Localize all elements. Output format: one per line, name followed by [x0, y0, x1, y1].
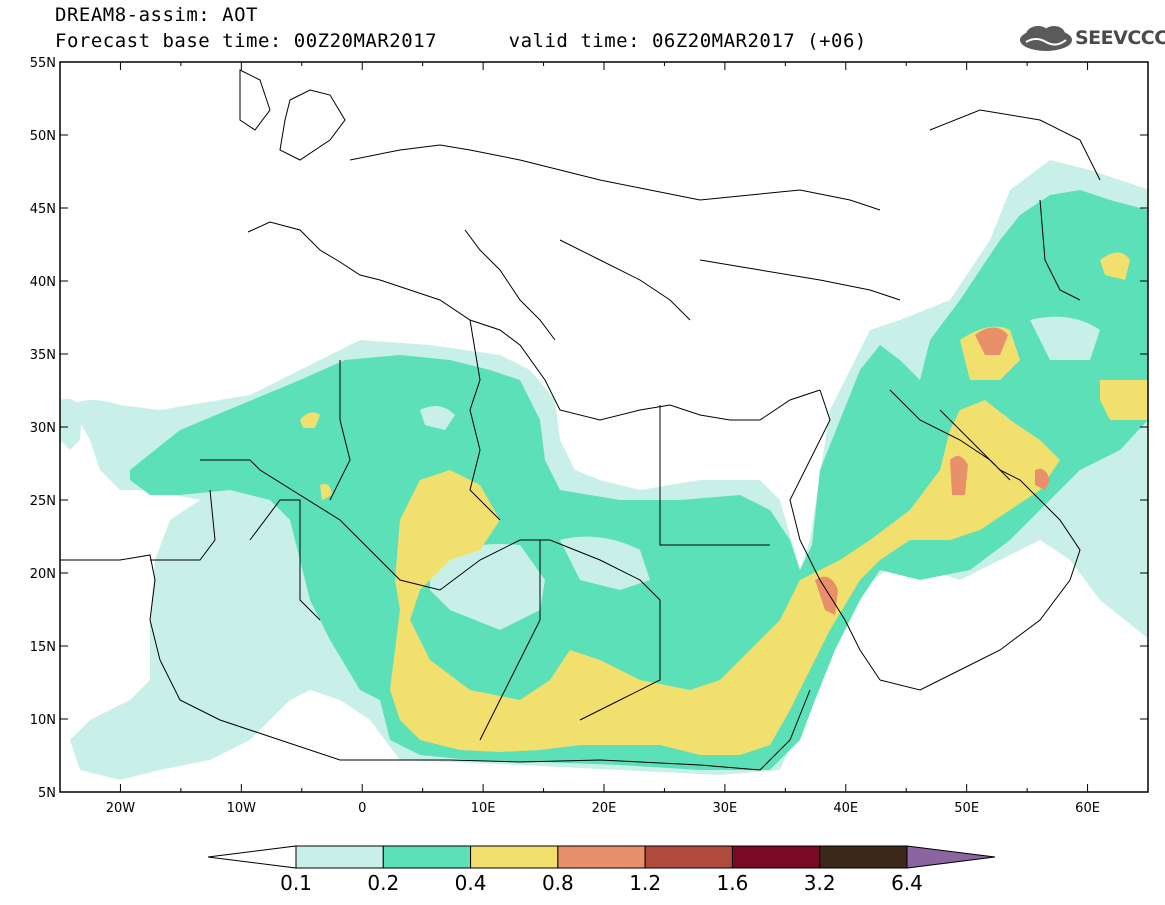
lon-tick-label: 60E — [1075, 801, 1100, 816]
lat-tick-label: 40N — [30, 275, 56, 290]
lat-tick-label: 5N — [38, 786, 56, 801]
lat-tick-label: 50N — [30, 129, 56, 144]
lat-tick-label: 35N — [30, 348, 56, 363]
colorbar-segment — [644, 845, 733, 869]
colorbar — [207, 845, 996, 869]
lon-tick-label: 10E — [471, 801, 496, 816]
lon-tick-label: 20W — [106, 801, 136, 816]
colorbar-level-label: 1.6 — [717, 871, 749, 895]
lon-tick-label: 30E — [713, 801, 738, 816]
lat-tick-label: 30N — [30, 421, 56, 436]
lat-tick-label: 45N — [30, 202, 56, 217]
colorbar-segment — [557, 845, 646, 869]
colorbar-arrow-low — [207, 845, 297, 869]
colorbar-level-label: 0.4 — [455, 871, 487, 895]
lon-tick-label: 10W — [227, 801, 257, 816]
colorbar-level-label: 0.1 — [280, 871, 312, 895]
lon-tick-label: 20E — [592, 801, 617, 816]
colorbar-arrow-high — [906, 845, 996, 869]
seevccc-logo — [1020, 26, 1072, 51]
aot-level-0.2 — [130, 190, 1148, 770]
aot-level-0.8 — [815, 327, 1050, 615]
longitude-axis: 20W 10W 0 10E 20E 30E 40E 50E 60E — [59, 62, 1149, 816]
title-line-1: DREAM8-assim: AOT — [55, 4, 258, 26]
aot-level-0.4 — [300, 252, 1148, 755]
colorbar-level-label: 0.8 — [542, 871, 574, 895]
colorbar-segment — [819, 845, 908, 869]
colorbar-level-label: 6.4 — [891, 871, 923, 895]
aot-fields — [60, 160, 1148, 780]
colorbar-level-label: 0.2 — [367, 871, 399, 895]
lat-tick-label: 20N — [30, 567, 56, 582]
coastlines — [60, 69, 1101, 771]
lat-tick-label: 25N — [30, 494, 56, 509]
colorbar-segment — [731, 845, 821, 869]
latitude-axis: 55N 50N 45N 40N 35N 30N 25N 20N 15N 10N 5N — [30, 56, 1148, 801]
lat-tick-label: 15N — [30, 640, 56, 655]
colorbar-level-label: 3.2 — [804, 871, 836, 895]
colorbar-segment — [470, 845, 559, 869]
colorbar-segment — [382, 845, 472, 869]
lat-tick-label: 55N — [30, 56, 56, 71]
lat-tick-label: 10N — [30, 713, 56, 728]
cloud-icon — [1020, 26, 1072, 51]
colorbar-labels: 0.1 0.2 0.4 0.8 1.2 1.6 3.2 6.4 — [280, 871, 923, 895]
colorbar-level-label: 1.2 — [629, 871, 661, 895]
lon-tick-label: 0 — [358, 801, 366, 816]
lon-tick-label: 50E — [954, 801, 979, 816]
colorbar-segment — [295, 845, 384, 869]
title-line-2: Forecast base time: 00Z20MAR2017 valid t… — [55, 30, 867, 52]
lon-tick-label: 40E — [833, 801, 858, 816]
logo-text: SEEVCCC — [1075, 27, 1165, 49]
